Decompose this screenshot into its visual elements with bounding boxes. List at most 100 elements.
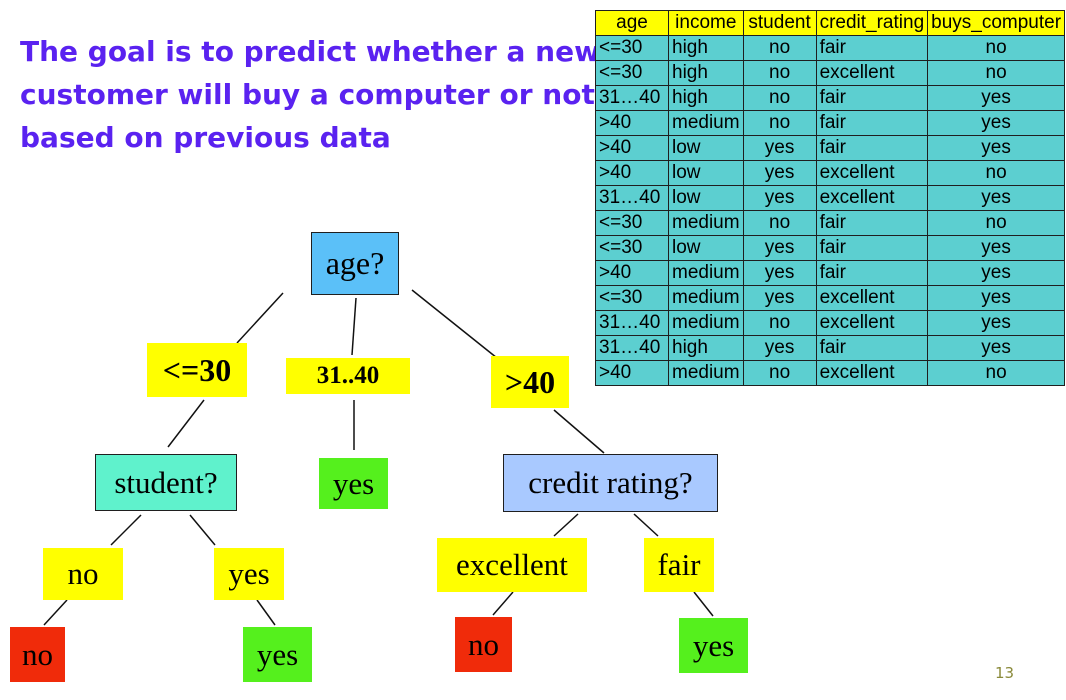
leaf-credit-excellent-no: no [455, 617, 512, 672]
table-cell-credit-rating: excellent [815, 160, 929, 186]
column-header-age: age [595, 10, 669, 36]
table-cell-income: low [668, 160, 744, 186]
table-cell-credit-rating: fair [815, 35, 929, 61]
edge-student-to-yes [189, 514, 216, 546]
table-row: >40 medium yes fair yes [595, 260, 1066, 286]
column-header-buys-computer: buys_computer [927, 10, 1066, 36]
edge-gt40-to-credit [553, 409, 605, 454]
table-cell-buys-computer: yes [927, 310, 1066, 336]
edge-student-to-no [110, 514, 142, 546]
table-cell-buys-computer: yes [927, 185, 1066, 211]
table-cell-age: <=30 [595, 210, 669, 236]
table-cell-student: no [742, 60, 817, 86]
table-cell-buys-computer: yes [927, 335, 1066, 361]
slide-heading: The goal is to predict whether a new cus… [20, 30, 600, 159]
table-cell-credit-rating: excellent [815, 310, 929, 336]
table-cell-age: 31…40 [595, 335, 669, 361]
table-cell-credit-rating: fair [815, 335, 929, 361]
table-cell-income: medium [668, 285, 744, 311]
table-row: >40 medium no excellent no [595, 360, 1066, 386]
table-cell-age: <=30 [595, 235, 669, 261]
table-cell-income: medium [668, 110, 744, 136]
table-cell-student: no [742, 310, 817, 336]
branch-label-student-yes: yes [214, 548, 284, 600]
edge-le30-to-student [167, 399, 205, 448]
branch-label-student-no: no [43, 548, 123, 600]
table-cell-credit-rating: fair [815, 260, 929, 286]
table-cell-credit-rating: fair [815, 85, 929, 111]
table-row: 31…40 high yes fair yes [595, 335, 1066, 361]
table-cell-credit-rating: excellent [815, 360, 929, 386]
student-node: student? [95, 454, 237, 511]
branch-label-gt40: >40 [491, 356, 569, 408]
table-cell-buys-computer: yes [927, 260, 1066, 286]
leaf-middle-yes: yes [319, 458, 388, 509]
table-cell-age: >40 [595, 135, 669, 161]
table-cell-credit-rating: fair [815, 135, 929, 161]
table-cell-student: yes [742, 335, 817, 361]
table-cell-student: no [742, 85, 817, 111]
table-row: >40 medium no fair yes [595, 110, 1066, 136]
table-cell-income: low [668, 185, 744, 211]
page-number: 13 [995, 664, 1015, 682]
table-cell-student: yes [742, 160, 817, 186]
leaf-student-no: no [10, 627, 65, 682]
table-cell-income: medium [668, 310, 744, 336]
table-cell-income: high [668, 35, 744, 61]
table-cell-income: medium [668, 360, 744, 386]
table-cell-age: >40 [595, 110, 669, 136]
table-row: <=30 high no excellent no [595, 60, 1066, 86]
table-cell-buys-computer: yes [927, 110, 1066, 136]
column-header-student: student [742, 10, 817, 36]
table-cell-buys-computer: no [927, 60, 1066, 86]
table-row: <=30 low yes fair yes [595, 235, 1066, 261]
table-cell-age: >40 [595, 260, 669, 286]
branch-label-credit-fair: fair [644, 538, 714, 592]
edge-root-to-le30 [236, 292, 284, 344]
leaf-student-yes: yes [243, 627, 312, 682]
table-cell-student: no [742, 35, 817, 61]
table-cell-income: high [668, 335, 744, 361]
edge-fair-to-leaf [693, 591, 714, 617]
heading-line-2: customer will buy a computer or not [20, 78, 595, 111]
table-cell-buys-computer: no [927, 360, 1066, 386]
table-cell-credit-rating: fair [815, 210, 929, 236]
table-cell-credit-rating: excellent [815, 60, 929, 86]
table-cell-credit-rating: fair [815, 110, 929, 136]
table-cell-student: yes [742, 260, 817, 286]
table-cell-student: yes [742, 235, 817, 261]
heading-line-3: based on previous data [20, 121, 391, 154]
table-cell-age: <=30 [595, 285, 669, 311]
table-cell-age: >40 [595, 160, 669, 186]
edge-root-to-gt40 [411, 289, 498, 359]
table-cell-age: 31…40 [595, 185, 669, 211]
edge-no-to-leaf [43, 599, 68, 626]
table-cell-income: high [668, 85, 744, 111]
edge-root-to-31-40 [351, 297, 357, 356]
edge-excellent-to-leaf [492, 591, 514, 616]
credit-rating-node: credit rating? [503, 454, 718, 512]
table-cell-age: 31…40 [595, 310, 669, 336]
table-row: 31…40 low yes excellent yes [595, 185, 1066, 211]
table-row: 31…40 medium no excellent yes [595, 310, 1066, 336]
table-cell-age: <=30 [595, 35, 669, 61]
table-row: >40 low yes fair yes [595, 135, 1066, 161]
table-row: 31…40 high no fair yes [595, 85, 1066, 111]
branch-label-le30: <=30 [147, 343, 247, 397]
edge-credit-to-excellent [553, 513, 579, 537]
root-node-age: age? [311, 232, 399, 295]
leaf-credit-fair-yes: yes [679, 618, 748, 673]
table-cell-buys-computer: yes [927, 85, 1066, 111]
branch-label-31-40: 31..40 [286, 358, 410, 394]
table-cell-student: no [742, 110, 817, 136]
edge-yes-to-leaf [256, 599, 276, 626]
table-cell-buys-computer: no [927, 35, 1066, 61]
training-data-table: age income student credit_rating buys_co… [595, 10, 1066, 386]
table-header-row: age income student credit_rating buys_co… [595, 10, 1066, 36]
table-cell-student: no [742, 360, 817, 386]
edge-credit-to-fair [633, 513, 659, 537]
table-cell-income: high [668, 60, 744, 86]
table-cell-age: >40 [595, 360, 669, 386]
table-cell-buys-computer: yes [927, 235, 1066, 261]
